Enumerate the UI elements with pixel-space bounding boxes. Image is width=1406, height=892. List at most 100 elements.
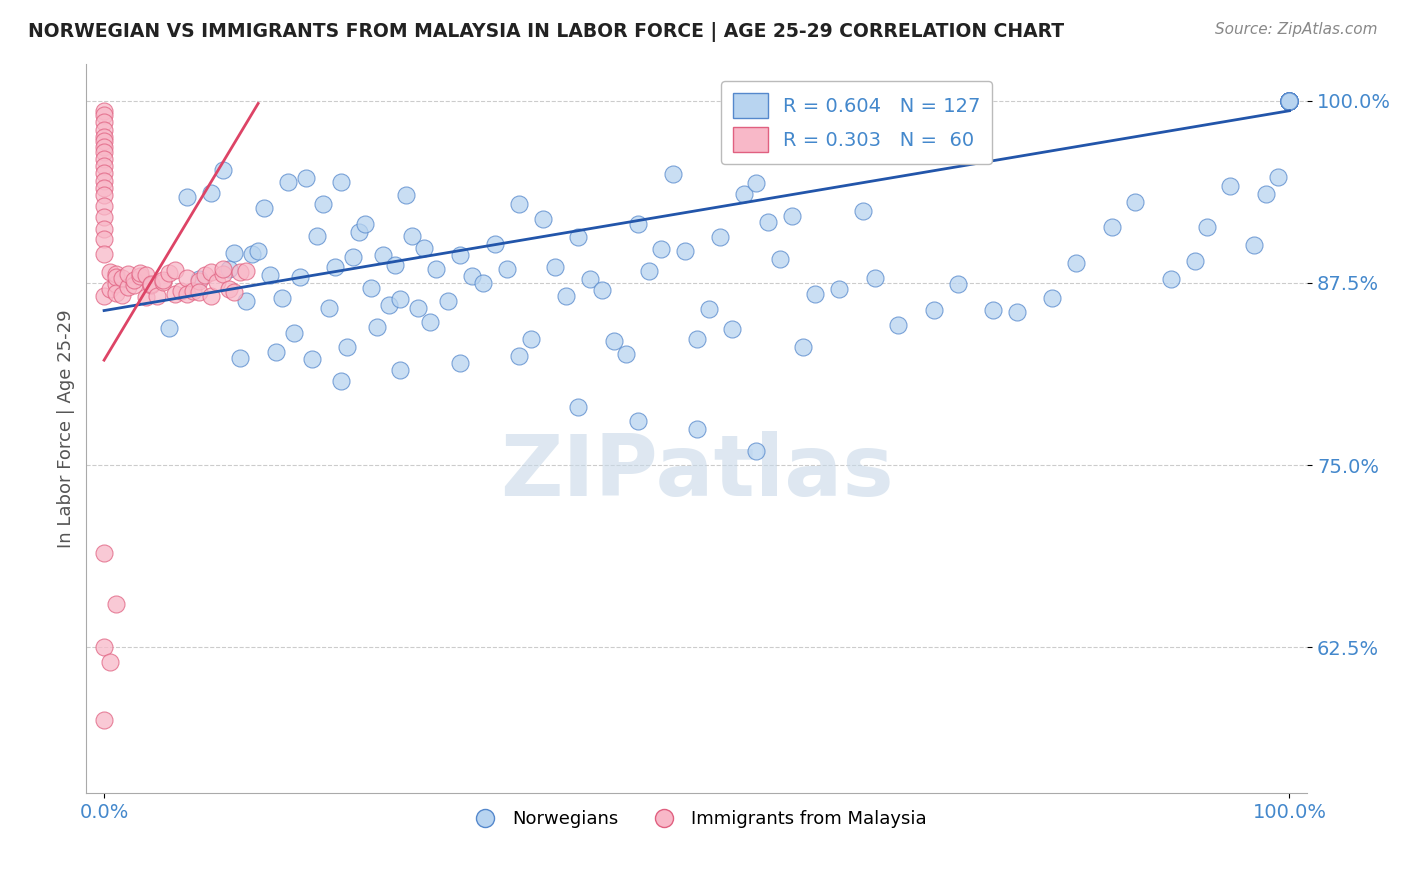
Point	[863, 271, 886, 285]
Point	[508, 349, 530, 363]
Point	[247, 244, 270, 259]
Point	[946, 277, 969, 292]
Point	[104, 286, 127, 301]
Point	[1042, 291, 1064, 305]
Point	[922, 303, 945, 318]
Point	[1219, 178, 1241, 193]
Point	[614, 347, 637, 361]
Point	[543, 260, 565, 275]
Point	[804, 287, 827, 301]
Point	[93, 246, 115, 260]
Point	[93, 222, 115, 236]
Point	[93, 108, 115, 122]
Point	[1278, 94, 1301, 108]
Point	[229, 265, 252, 279]
Point	[721, 322, 744, 336]
Point	[354, 217, 377, 231]
Point	[449, 356, 471, 370]
Point	[389, 363, 412, 377]
Point	[1278, 94, 1301, 108]
Point	[347, 225, 370, 239]
Point	[235, 264, 257, 278]
Point	[93, 134, 115, 148]
Point	[449, 248, 471, 262]
Point	[1005, 305, 1028, 319]
Point	[98, 655, 121, 669]
Point	[181, 284, 204, 298]
Point	[253, 201, 276, 215]
Point	[312, 197, 335, 211]
Point	[111, 271, 134, 285]
Point	[176, 286, 198, 301]
Point	[93, 166, 115, 180]
Point	[1278, 94, 1301, 108]
Point	[1101, 220, 1123, 235]
Point	[283, 326, 305, 340]
Point	[745, 176, 768, 190]
Text: NORWEGIAN VS IMMIGRANTS FROM MALAYSIA IN LABOR FORCE | AGE 25-29 CORRELATION CHA: NORWEGIAN VS IMMIGRANTS FROM MALAYSIA IN…	[28, 22, 1064, 42]
Point	[733, 187, 755, 202]
Point	[93, 181, 115, 195]
Point	[1278, 94, 1301, 108]
Point	[194, 268, 217, 282]
Point	[371, 248, 394, 262]
Point	[111, 288, 134, 302]
Point	[686, 332, 709, 346]
Point	[98, 265, 121, 279]
Point	[366, 320, 388, 334]
Point	[1125, 194, 1147, 209]
Point	[141, 278, 163, 293]
Point	[756, 215, 779, 229]
Point	[413, 241, 436, 255]
Y-axis label: In Labor Force | Age 25-29: In Labor Force | Age 25-29	[58, 310, 75, 548]
Point	[117, 267, 139, 281]
Point	[224, 285, 246, 300]
Point	[638, 264, 661, 278]
Point	[93, 152, 115, 166]
Point	[104, 267, 127, 281]
Point	[662, 167, 685, 181]
Point	[697, 301, 720, 316]
Point	[93, 159, 115, 173]
Point	[686, 422, 709, 436]
Point	[218, 261, 240, 276]
Point	[187, 272, 209, 286]
Point	[555, 289, 578, 303]
Point	[240, 246, 263, 260]
Point	[93, 198, 115, 212]
Point	[395, 187, 418, 202]
Point	[336, 340, 359, 354]
Point	[270, 291, 292, 305]
Point	[1278, 94, 1301, 108]
Point	[330, 175, 353, 189]
Point	[1278, 94, 1301, 108]
Point	[1278, 94, 1301, 108]
Point	[104, 277, 127, 291]
Point	[1195, 219, 1218, 234]
Point	[650, 242, 672, 256]
Point	[135, 268, 157, 283]
Point	[419, 315, 441, 329]
Point	[406, 301, 429, 315]
Point	[93, 115, 115, 129]
Point	[769, 252, 792, 266]
Point	[104, 597, 127, 611]
Point	[218, 282, 240, 296]
Point	[626, 217, 648, 231]
Point	[211, 267, 233, 281]
Point	[205, 275, 228, 289]
Point	[93, 640, 115, 655]
Point	[200, 186, 222, 200]
Point	[128, 269, 150, 284]
Point	[264, 344, 287, 359]
Point	[1278, 94, 1301, 108]
Text: ZIPatlas: ZIPatlas	[501, 431, 894, 514]
Point	[224, 246, 246, 260]
Point	[187, 274, 209, 288]
Point	[117, 280, 139, 294]
Point	[93, 145, 115, 159]
Point	[318, 301, 340, 315]
Point	[211, 262, 233, 277]
Point	[128, 267, 150, 281]
Point	[122, 277, 145, 292]
